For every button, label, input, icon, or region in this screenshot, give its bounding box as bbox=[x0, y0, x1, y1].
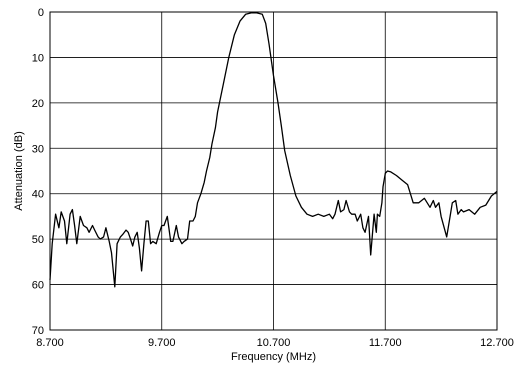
x-tick-label: 9.700 bbox=[148, 337, 176, 349]
y-tick-label: 40 bbox=[32, 189, 44, 201]
y-tick-label: 50 bbox=[32, 234, 44, 246]
x-tick-label: 12.700 bbox=[480, 337, 514, 349]
y-tick-label: 0 bbox=[38, 7, 44, 19]
x-tick-label: 8.700 bbox=[36, 337, 64, 349]
plot-frame bbox=[49, 11, 498, 331]
y-tick-label: 60 bbox=[32, 280, 44, 292]
attenuation-curve bbox=[49, 12, 498, 288]
gridlines bbox=[49, 11, 498, 331]
tick-labels: 0 10 20 30 40 50 60 708.700 9.700 10.700 11.700 12.… bbox=[32, 7, 514, 349]
x-tick-label: 11.700 bbox=[369, 337, 402, 349]
y-tick-label: 20 bbox=[32, 98, 44, 110]
y-tick-label: 30 bbox=[32, 143, 44, 155]
y-tick-label: 70 bbox=[32, 325, 44, 337]
x-tick-label: 10.700 bbox=[257, 337, 291, 349]
y-tick-label: 10 bbox=[32, 52, 44, 64]
y-axis-title: Attenuation (dB) bbox=[13, 131, 25, 211]
x-axis-title: Frequency (MHz) bbox=[231, 351, 316, 363]
